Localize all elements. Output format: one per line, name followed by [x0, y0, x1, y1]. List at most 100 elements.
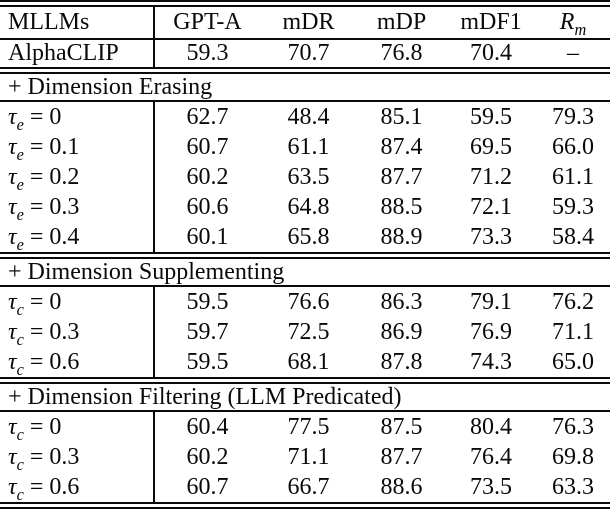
tau-symbol: τ	[8, 194, 17, 220]
value-cell: 61.1	[287, 134, 330, 160]
tau-equation: = 0.6	[23, 349, 80, 375]
header-cell-mdf1: mDF1	[460, 9, 522, 35]
tau-equation: = 0.1	[23, 134, 80, 160]
section-header-supplementing: + Dimension Supplementing	[0, 256, 610, 286]
tau-subscript: e	[16, 204, 24, 222]
row-label-tau: τc = 0.6	[0, 472, 155, 506]
rm-symbol: R	[559, 9, 575, 35]
value-cell: 76.8	[380, 40, 423, 66]
section-header-erasing: + Dimension Erasing	[0, 71, 610, 101]
tau-symbol: τ	[8, 349, 17, 375]
tau-equation: = 0.6	[23, 474, 80, 500]
table-row: τe = 0.4 60.1 65.8 88.9 73.3 58.4	[0, 222, 610, 256]
tau-equation: = 0.4	[23, 224, 80, 250]
value-cell: 60.6	[186, 194, 229, 220]
value-cell: 68.1	[287, 349, 330, 375]
row-label-tau: τe = 0.1	[0, 132, 155, 162]
value-cell: 71.2	[470, 164, 512, 190]
value-cell: 60.2	[186, 444, 229, 470]
tau-subscript: c	[16, 299, 24, 317]
value-cell: 88.5	[380, 194, 423, 220]
tau-subscript: e	[16, 144, 24, 162]
value-cell: 66.0	[552, 134, 594, 160]
tau-equation: = 0.3	[23, 319, 80, 345]
value-cell: 59.3	[186, 40, 229, 66]
value-cell: 70.7	[287, 40, 330, 66]
header-cell-mdp: mDP	[376, 9, 427, 35]
tau-symbol: τ	[8, 224, 17, 250]
value-cell: 76.6	[287, 289, 330, 315]
tau-subscript: e	[16, 174, 24, 192]
value-cell: 72.5	[287, 319, 330, 345]
row-label-tau: τe = 0.3	[0, 192, 155, 222]
value-cell: 60.2	[186, 164, 229, 190]
value-cell: 59.5	[186, 349, 229, 375]
tau-equation: = 0	[23, 414, 62, 440]
value-cell: 79.3	[552, 104, 594, 130]
tau-subscript: e	[16, 234, 24, 254]
table-row: τc = 0 60.4 77.5 87.5 80.4 76.3	[0, 411, 610, 442]
tau-equation: = 0.3	[23, 444, 80, 470]
header-cell-mdr: mDR	[282, 9, 335, 35]
value-cell: 65.0	[552, 349, 594, 375]
table-row: τc = 0 59.5 76.6 86.3 79.1 76.2	[0, 286, 610, 317]
value-cell: 88.6	[380, 474, 423, 500]
tau-equation: = 0	[23, 289, 62, 315]
tau-symbol: τ	[8, 164, 17, 190]
row-label-tau: τe = 0.4	[0, 222, 155, 256]
row-label-tau: τc = 0	[0, 411, 155, 442]
value-cell: 63.5	[287, 164, 330, 190]
value-cell: 70.4	[470, 40, 512, 66]
value-cell: 58.4	[552, 224, 594, 250]
table-row: τe = 0 62.7 48.4 85.1 59.5 79.3	[0, 101, 610, 132]
tau-subscript: c	[16, 359, 24, 379]
value-cell: 59.5	[470, 104, 512, 130]
value-cell: 59.3	[552, 194, 594, 220]
value-cell: 76.2	[552, 289, 594, 315]
tau-symbol: τ	[8, 474, 17, 500]
value-cell: 76.3	[552, 414, 594, 440]
value-cell: 80.4	[470, 414, 512, 440]
tau-subscript: c	[16, 424, 24, 442]
row-label-tau: τc = 0	[0, 286, 155, 317]
value-cell: 87.4	[380, 134, 423, 160]
value-cell: 60.4	[186, 414, 229, 440]
table-row: τc = 0.6 60.7 66.7 88.6 73.5 63.3	[0, 472, 610, 506]
tau-symbol: τ	[8, 104, 17, 130]
table-row: τe = 0.1 60.7 61.1 87.4 69.5 66.0	[0, 132, 610, 162]
tau-subscript: e	[16, 114, 24, 132]
row-label-tau: τe = 0.2	[0, 162, 155, 192]
value-cell: 60.7	[186, 474, 229, 500]
value-cell: 71.1	[287, 444, 330, 470]
value-cell: 86.9	[380, 319, 423, 345]
baseline-row: AlphaCLIP 59.3 70.7 76.8 70.4 –	[0, 39, 610, 71]
value-cell: 73.5	[470, 474, 512, 500]
tau-equation: = 0	[23, 104, 62, 130]
table-row: τc = 0.3 59.7 72.5 86.9 76.9 71.1	[0, 317, 610, 347]
value-cell: 48.4	[287, 104, 330, 130]
value-cell: 74.3	[470, 349, 512, 375]
value-cell: 59.7	[186, 319, 229, 345]
tau-subscript: c	[16, 329, 24, 347]
tau-symbol: τ	[8, 134, 17, 160]
value-cell: 86.3	[380, 289, 423, 315]
section-title: + Dimension Filtering (LLM Predicated)	[8, 384, 402, 410]
rm-subscript: m	[574, 19, 587, 39]
section-header-filtering: + Dimension Filtering (LLM Predicated)	[0, 381, 610, 411]
header-cell-rm: Rm	[536, 4, 610, 40]
value-cell: 76.4	[470, 444, 512, 470]
value-cell: 64.8	[287, 194, 330, 220]
value-cell: 87.7	[380, 444, 423, 470]
value-cell: 60.1	[186, 224, 229, 250]
section-title: + Dimension Supplementing	[8, 259, 285, 285]
header-cell-mllms: MLLMs	[0, 3, 155, 39]
value-cell: 62.7	[186, 104, 229, 130]
table-header-row: MLLMs GPT-A mDR mDP mDF1 Rm	[0, 3, 610, 40]
value-cell-dash: –	[567, 40, 579, 66]
value-cell: 87.7	[380, 164, 423, 190]
table-row: τe = 0.3 60.6 64.8 88.5 72.1 59.3	[0, 192, 610, 222]
value-cell: 73.3	[470, 224, 512, 250]
value-cell: 79.1	[470, 289, 512, 315]
